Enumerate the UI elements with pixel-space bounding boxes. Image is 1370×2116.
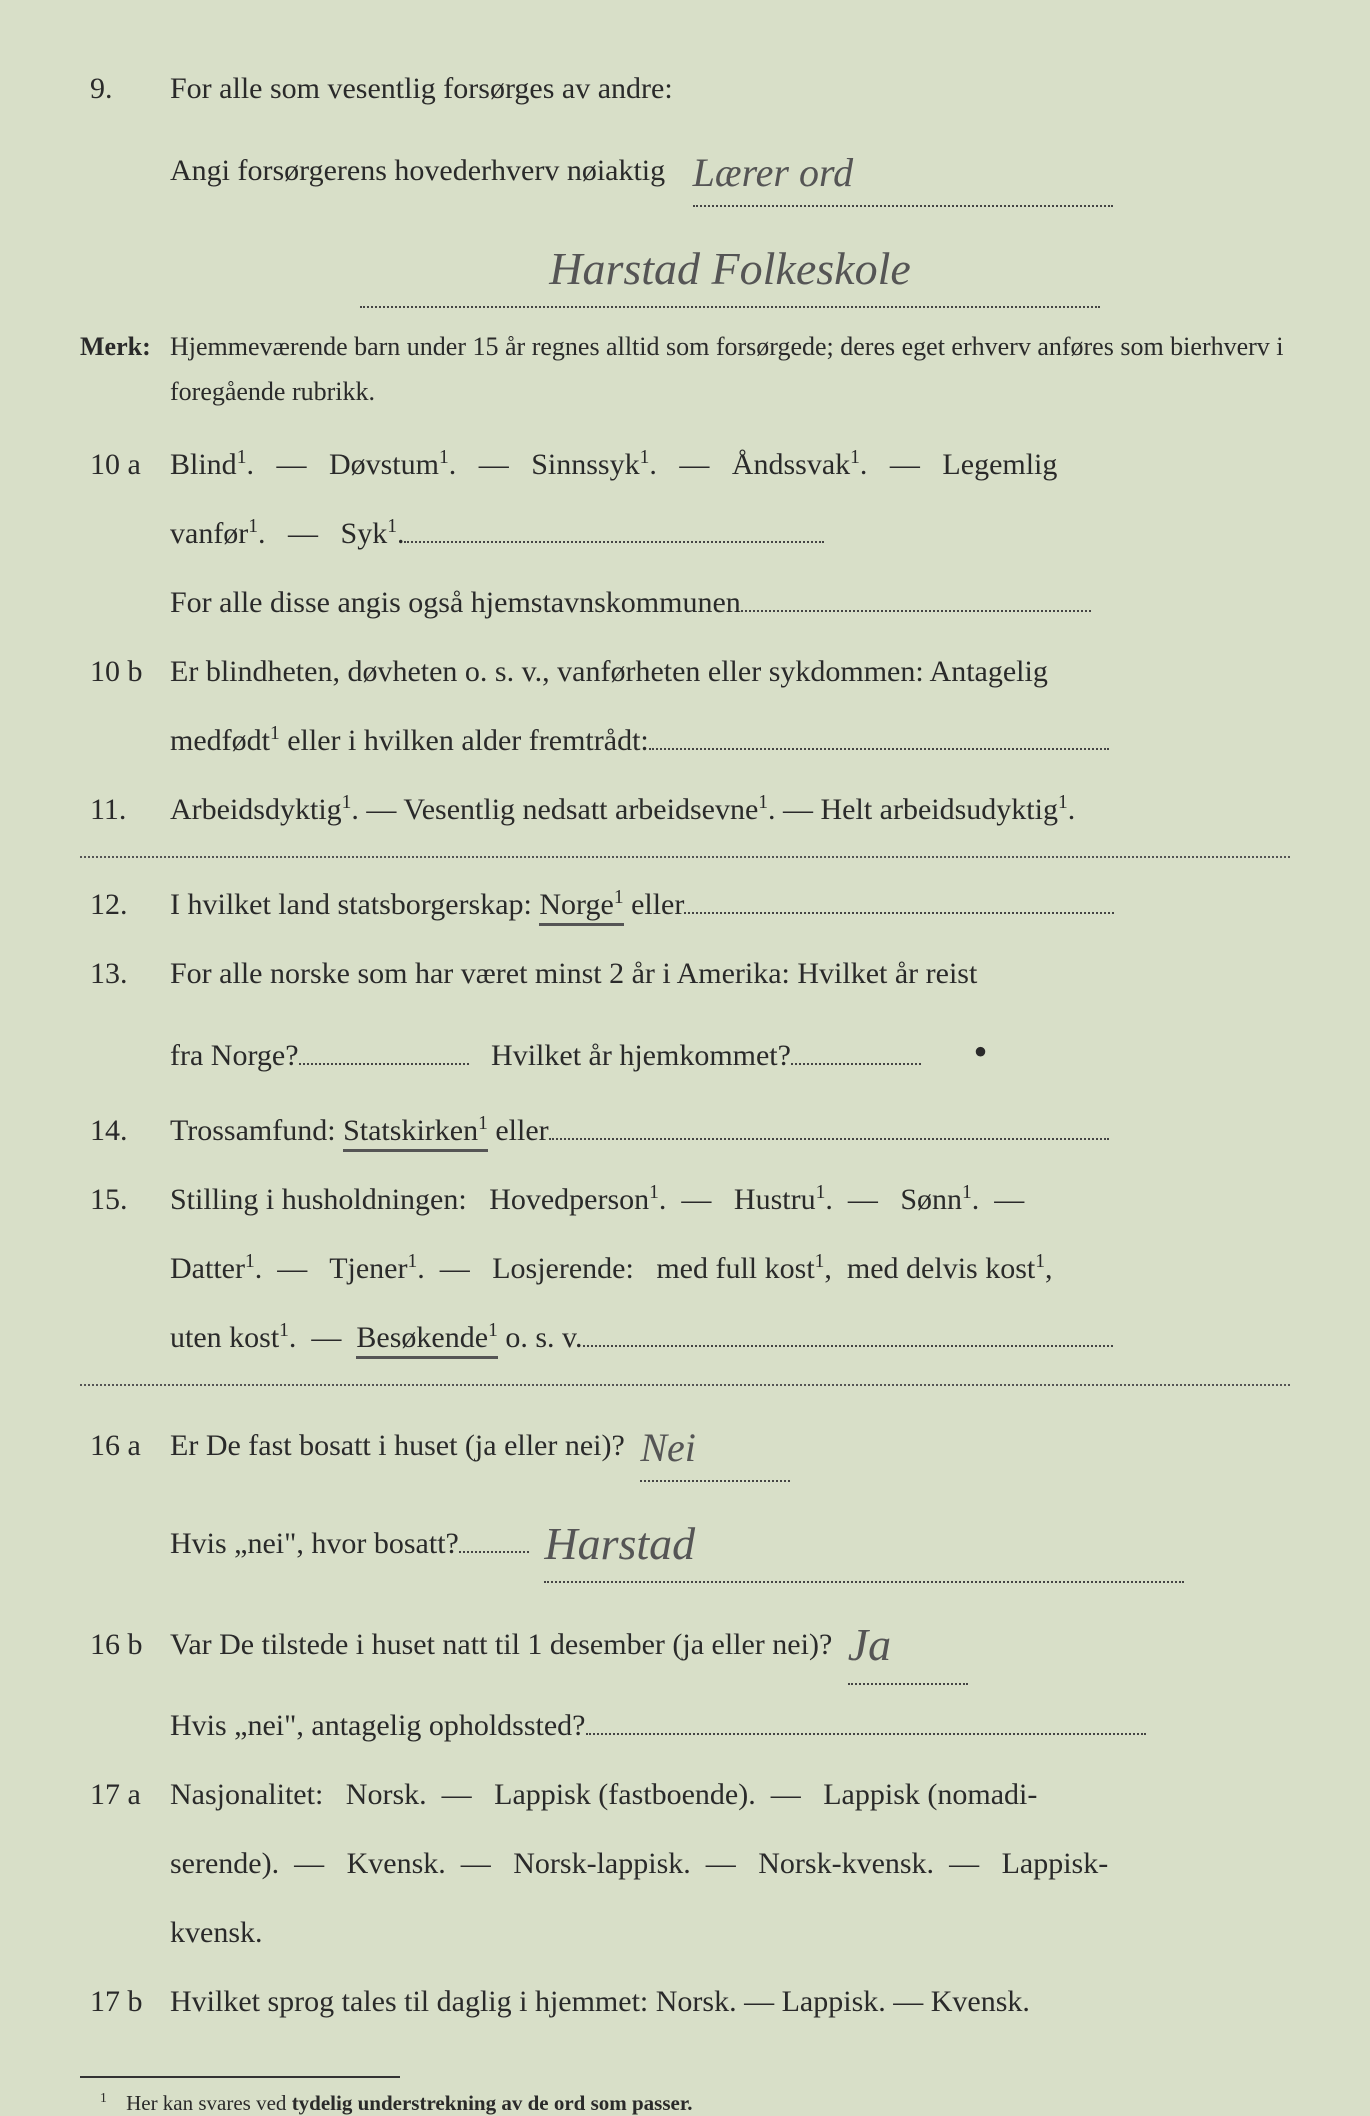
- q16b-hw1: Ja: [848, 1601, 891, 1688]
- q11: 11. Arbeidsdyktig1. — Vesentlig nedsatt …: [80, 781, 1290, 838]
- q17a-line3: kvensk.: [80, 1904, 1290, 1961]
- q16b-line2: Hvis „nei", antagelig opholdssted?: [80, 1697, 1290, 1754]
- q9-line3: Harstad Folkeskole: [80, 219, 1290, 308]
- q16a-hw1: Nei: [640, 1410, 696, 1486]
- q12-norge: Norge1: [539, 888, 623, 926]
- footnote: 1 Her kan svares ved tydelig understrekn…: [80, 2090, 1290, 2116]
- q10b-line2: medfødt1 eller i hvilken alder fremtrådt…: [80, 712, 1290, 769]
- q17b: 17 b Hvilket sprog tales til daglig i hj…: [80, 1973, 1290, 2030]
- q13-line1: 13. For alle norske som har været minst …: [80, 945, 1290, 1002]
- q9-fill1: Lærer ord: [693, 129, 1113, 207]
- q12: 12. I hvilket land statsborgerskap: Norg…: [80, 876, 1290, 933]
- merk-note: Merk: Hjemmeværende barn under 15 år reg…: [80, 322, 1290, 413]
- q10b-line1: 10 b Er blindheten, døvheten o. s. v., v…: [80, 643, 1290, 700]
- q16a-line1: 16 a Er De fast bosatt i huset (ja eller…: [80, 1404, 1290, 1482]
- merk-label: Merk:: [80, 322, 170, 371]
- q10a-line1: 10 a Blind1. — Døvstum1. — Sinnssyk1. — …: [80, 436, 1290, 493]
- q16a-line2: Hvis „nei", hvor bosatt? Harstad: [80, 1494, 1290, 1583]
- q17b-text: Hvilket sprog tales til daglig i hjemmet…: [170, 1973, 1290, 2030]
- q17a-number: 17 a: [80, 1766, 170, 1823]
- q13-text1: For alle norske som har været minst 2 år…: [170, 945, 1290, 1002]
- q17a-line2: serende). — Kvensk. — Norsk-lappisk. — N…: [80, 1835, 1290, 1892]
- q10a-number: 10 a: [80, 436, 170, 493]
- q15-line2: Datter1. — Tjener1. — Losjerende: med fu…: [80, 1240, 1290, 1297]
- q10a-line3: For alle disse angis også hjemstavnskomm…: [80, 574, 1290, 631]
- q12-number: 12.: [80, 876, 170, 933]
- q14-number: 14.: [80, 1102, 170, 1159]
- q17a-line1: 17 a Nasjonalitet: Norsk. — Lappisk (fas…: [80, 1766, 1290, 1823]
- q13-number: 13.: [80, 945, 170, 1002]
- merk-text: Hjemmeværende barn under 15 år regnes al…: [170, 325, 1290, 413]
- q9-handwriting2: Harstad Folkeskole: [549, 225, 911, 312]
- q10b-number: 10 b: [80, 643, 170, 700]
- q9-text1: For alle som vesentlig forsørges av andr…: [170, 60, 1290, 117]
- q14-statskirken: Statskirken1: [343, 1114, 488, 1152]
- q11-number: 11.: [80, 781, 170, 838]
- q9-line2: Angi forsørgerens hovederhverv nøiaktig …: [80, 129, 1290, 207]
- q9-number: 9.: [80, 60, 170, 117]
- q9-fill2: Harstad Folkeskole: [360, 219, 1100, 308]
- q16b-line1: 16 b Var De tilstede i huset natt til 1 …: [80, 1595, 1290, 1684]
- q10a-line2: vanfør1. — Syk1.: [80, 505, 1290, 562]
- q9-line1: 9. For alle som vesentlig forsørges av a…: [80, 60, 1290, 117]
- footnote-rule: [80, 2076, 400, 2078]
- q15-number: 15.: [80, 1171, 170, 1228]
- q9-text2: Angi forsørgerens hovederhverv nøiaktig: [170, 154, 665, 187]
- q15-line1: 15. Stilling i husholdningen: Hovedperso…: [80, 1171, 1290, 1228]
- q13-line2: fra Norge? Hvilket år hjemkommet? •: [80, 1014, 1290, 1090]
- q10b-text1: Er blindheten, døvheten o. s. v., vanfør…: [170, 643, 1290, 700]
- q15-besokende: Besøkende1: [356, 1321, 497, 1359]
- q14: 14. Trossamfund: Statskirken1 eller: [80, 1102, 1290, 1159]
- q16a-hw2: Harstad: [544, 1500, 695, 1587]
- q15-line3: uten kost1. — Besøkende1 o. s. v.: [80, 1309, 1290, 1366]
- q17b-number: 17 b: [80, 1973, 170, 2030]
- q16a-number: 16 a: [80, 1417, 170, 1474]
- q16b-number: 16 b: [80, 1616, 170, 1673]
- divider-2: [80, 1384, 1290, 1386]
- q9-handwriting1: Lærer ord: [693, 135, 853, 211]
- divider-1: [80, 856, 1290, 858]
